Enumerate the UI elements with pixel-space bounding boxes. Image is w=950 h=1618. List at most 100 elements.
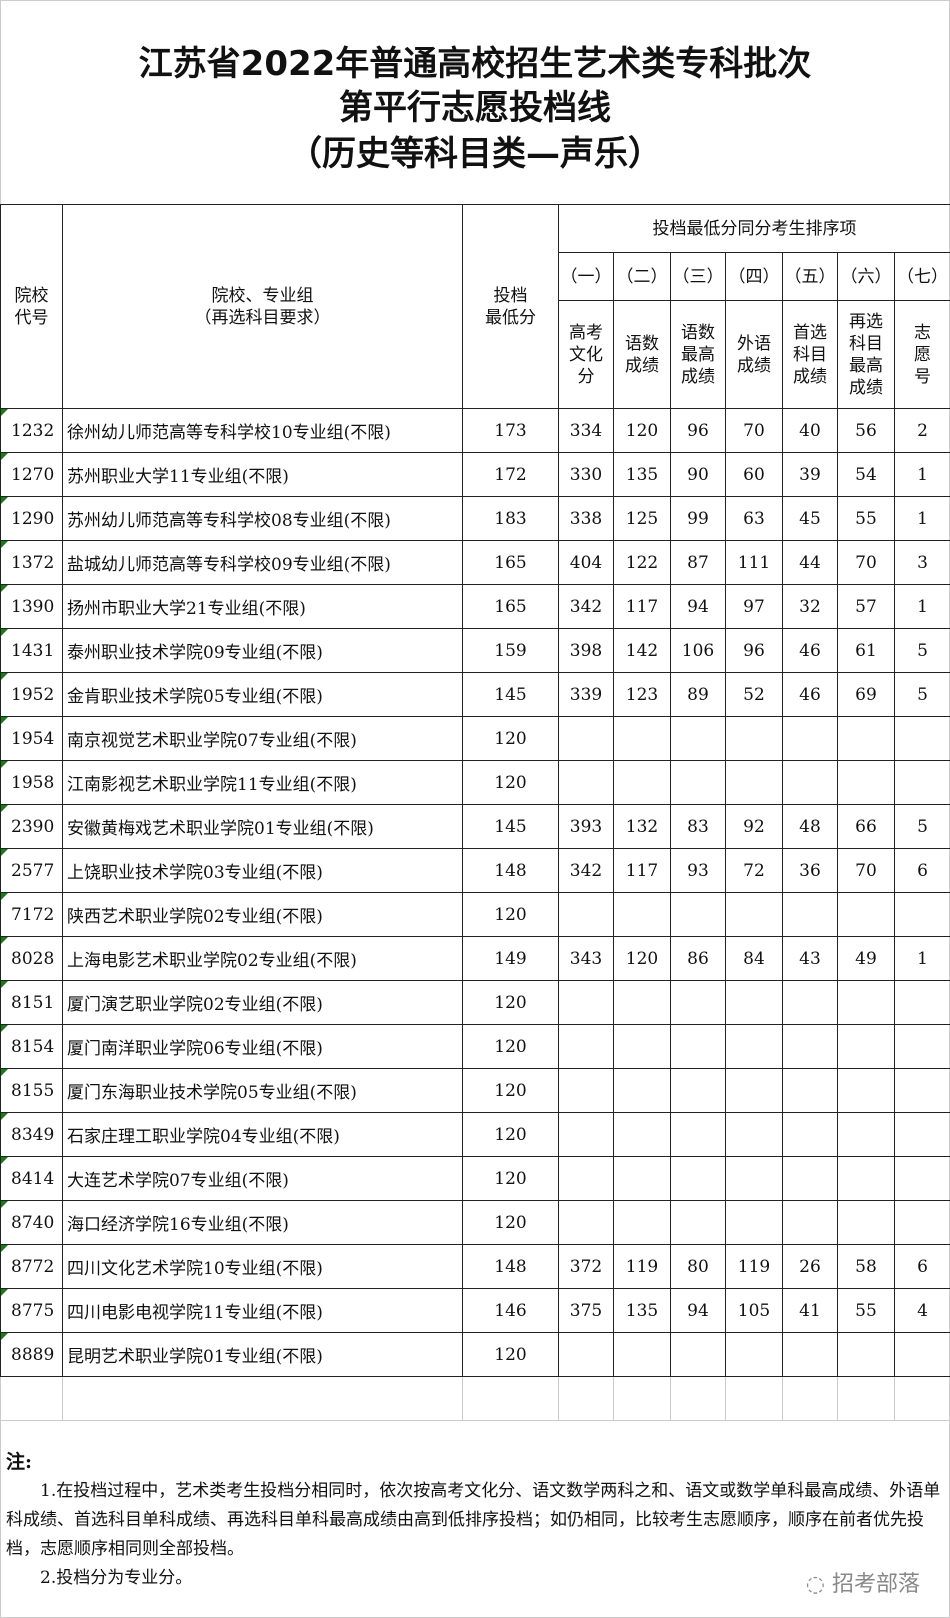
cell-tiebreak: 94 <box>670 584 726 629</box>
cell-tiebreak <box>670 1112 726 1157</box>
empty-cell <box>670 1376 726 1421</box>
cell-tiebreak: 135 <box>613 452 671 497</box>
cell-tiebreak <box>558 760 614 805</box>
header-tiebreak-num: （四） <box>725 252 783 301</box>
cell-tiebreak: 142 <box>613 628 671 673</box>
header-tiebreak-label: 首选 科目 成绩 <box>782 300 838 409</box>
notes-heading: 注: <box>6 1451 33 1473</box>
watermark: ◌ 招考部落 <box>805 1572 920 1597</box>
cell-tiebreak <box>893 892 950 937</box>
cell-tiebreak <box>670 760 726 805</box>
cell-tiebreak: 43 <box>782 936 838 981</box>
cell-tiebreak <box>670 1332 726 1377</box>
cell-name: 昆明艺术职业学院01专业组(不限) <box>62 1332 463 1377</box>
cell-tiebreak <box>782 1112 838 1157</box>
cell-name: 四川电影电视学院11专业组(不限) <box>62 1288 463 1333</box>
cell-tiebreak: 83 <box>670 804 726 849</box>
cell-tiebreak: 2 <box>893 408 950 453</box>
cell-tiebreak <box>782 1156 838 1201</box>
cell-tiebreak: 72 <box>725 848 783 893</box>
cell-tiebreak: 117 <box>613 848 671 893</box>
cell-tiebreak: 52 <box>725 672 783 717</box>
title-line-2: 第平行志愿投档线 <box>339 88 611 128</box>
cell-min-score: 120 <box>462 1332 559 1377</box>
cell-tiebreak: 39 <box>782 452 838 497</box>
cell-tiebreak <box>725 892 783 937</box>
table-row: 1958 江南影视艺术职业学院11专业组(不限) 120 <box>0 760 950 805</box>
cell-tiebreak: 96 <box>725 628 783 673</box>
cell-min-score: 120 <box>462 760 559 805</box>
table-row: 8151 厦门演艺职业学院02专业组(不限) 120 <box>0 980 950 1025</box>
cell-tiebreak: 1 <box>893 936 950 981</box>
cell-tiebreak <box>837 1112 895 1157</box>
cell-tiebreak <box>613 1156 671 1201</box>
title-line-3: （历史等科目类—声乐） <box>288 134 662 174</box>
cell-tiebreak: 334 <box>558 408 614 453</box>
empty-cell <box>725 1376 783 1421</box>
note-item: 1.在投档过程中，艺术类考生投档分相同时，依次按高考文化分、语文数学两科之和、语… <box>6 1481 941 1559</box>
cell-tiebreak: 87 <box>670 540 726 585</box>
cell-tiebreak: 123 <box>613 672 671 717</box>
cell-name: 徐州幼儿师范高等专科学校10专业组(不限) <box>62 408 463 453</box>
cell-tiebreak: 70 <box>837 848 895 893</box>
cell-tiebreak: 80 <box>670 1244 726 1289</box>
cell-tiebreak: 338 <box>558 496 614 541</box>
cell-tiebreak <box>558 716 614 761</box>
header-tiebreak-label: 语数 成绩 <box>613 300 671 409</box>
cell-tiebreak: 97 <box>725 584 783 629</box>
cell-tiebreak: 372 <box>558 1244 614 1289</box>
cell-tiebreak: 92 <box>725 804 783 849</box>
cell-min-score: 120 <box>462 1200 559 1245</box>
cell-name: 四川文化艺术学院10专业组(不限) <box>62 1244 463 1289</box>
cell-tiebreak <box>782 760 838 805</box>
cell-tiebreak: 4 <box>893 1288 950 1333</box>
cell-name: 上饶职业技术学院03专业组(不限) <box>62 848 463 893</box>
cell-tiebreak <box>837 1156 895 1201</box>
cell-tiebreak: 54 <box>837 452 895 497</box>
empty-cell <box>558 1376 614 1421</box>
table-row: 8772 四川文化艺术学院10专业组(不限) 148 372 119 80 119 26 58 6 <box>0 1244 950 1289</box>
cell-min-score: 120 <box>462 1024 559 1069</box>
cell-min-score: 149 <box>462 936 559 981</box>
empty-cell <box>613 1376 671 1421</box>
cell-min-score: 146 <box>462 1288 559 1333</box>
cell-tiebreak <box>782 1068 838 1113</box>
cell-tiebreak <box>782 1332 838 1377</box>
cell-tiebreak: 330 <box>558 452 614 497</box>
cell-code: 8889 <box>0 1332 63 1377</box>
cell-tiebreak: 84 <box>725 936 783 981</box>
cell-min-score: 183 <box>462 496 559 541</box>
cell-tiebreak: 49 <box>837 936 895 981</box>
cell-min-score: 165 <box>462 540 559 585</box>
header-tiebreak-label: 高考 文化 分 <box>558 300 614 409</box>
cell-tiebreak <box>613 980 671 1025</box>
cell-tiebreak: 55 <box>837 1288 895 1333</box>
cell-name: 苏州幼儿师范高等专科学校08专业组(不限) <box>62 496 463 541</box>
cell-tiebreak <box>837 760 895 805</box>
cell-tiebreak <box>782 716 838 761</box>
header-tiebreak-label: 语数 最高 成绩 <box>670 300 726 409</box>
cell-tiebreak: 57 <box>837 584 895 629</box>
cell-code: 1270 <box>0 452 63 497</box>
empty-cell <box>62 1376 463 1421</box>
table-row: 2577 上饶职业技术学院03专业组(不限) 148 342 117 93 72 36 70 6 <box>0 848 950 893</box>
cell-tiebreak <box>837 716 895 761</box>
table-row: 8740 海口经济学院16专业组(不限) 120 <box>0 1200 950 1245</box>
cell-name: 盐城幼儿师范高等专科学校09专业组(不限) <box>62 540 463 585</box>
cell-tiebreak <box>613 760 671 805</box>
table-row: 8414 大连艺术学院07专业组(不限) 120 <box>0 1156 950 1201</box>
cell-tiebreak: 6 <box>893 848 950 893</box>
header-tiebreak-num: （七） <box>893 252 950 301</box>
cell-tiebreak <box>558 1332 614 1377</box>
wechat-icon: ◌ <box>805 1572 832 1597</box>
cell-code: 1390 <box>0 584 63 629</box>
cell-tiebreak <box>670 716 726 761</box>
table-row: 1290 苏州幼儿师范高等专科学校08专业组(不限) 183 338 125 99 63 45… <box>0 496 950 541</box>
cell-tiebreak <box>893 760 950 805</box>
cell-min-score: 165 <box>462 584 559 629</box>
cell-tiebreak <box>893 716 950 761</box>
cell-min-score: 172 <box>462 452 559 497</box>
cell-code: 8028 <box>0 936 63 981</box>
cell-tiebreak: 44 <box>782 540 838 585</box>
header-tiebreak-num: （五） <box>782 252 838 301</box>
